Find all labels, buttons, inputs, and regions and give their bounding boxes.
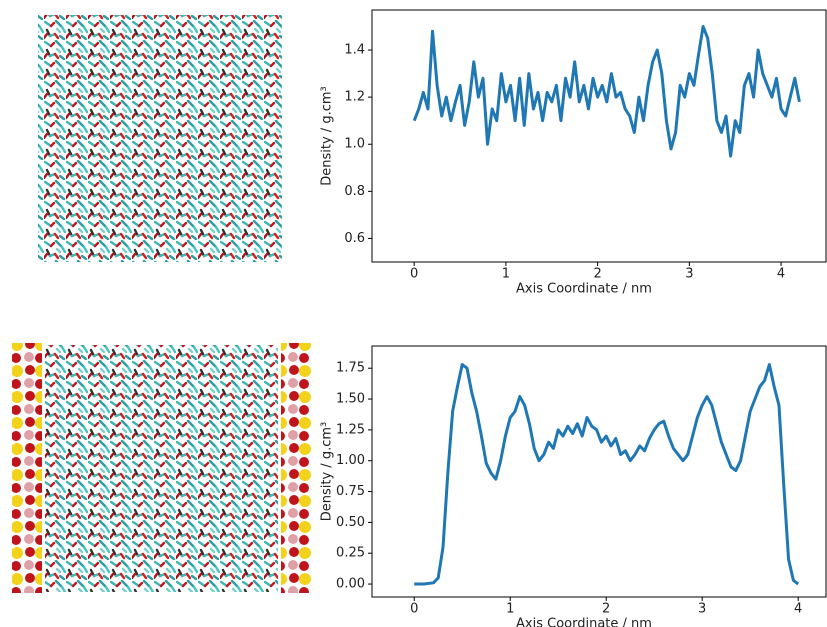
y-axis-label: Density / g.cm³ [320,86,335,185]
x-axis-label: Axis Coordinate / nm [516,282,652,297]
x-tick-label: 3 [698,602,706,617]
y-tick-label: 1.0 [344,137,365,152]
density-line [414,363,800,586]
x-tick-label: 0 [410,602,418,617]
x-tick-label: 2 [593,267,601,282]
right-wall [281,343,311,593]
x-tick-label: 4 [794,602,802,617]
x-tick-label: 4 [777,267,785,282]
y-tick-label: 0.25 [336,546,365,561]
y-tick-label: 0.8 [344,184,365,199]
x-axis-label: Axis Coordinate / nm [516,617,652,627]
y-tick-label: 0.50 [336,515,365,530]
y-tick-label: 1.2 [344,90,365,105]
density-line [412,24,801,158]
axes-frame [371,345,827,598]
x-tick-label: 2 [602,602,610,617]
y-tick-label: 0.6 [344,231,365,246]
y-tick-label: 0.00 [336,577,365,592]
x-tick-label: 0 [410,267,418,282]
x-tick-label: 3 [685,267,693,282]
y-tick-label: 1.75 [336,361,365,376]
y-axis-label: Density / g.cm³ [320,422,335,521]
molecular-snapshot-confined [45,345,278,592]
y-tick-label: 1.00 [336,453,365,468]
axes-frame [371,9,827,263]
y-tick-label: 1.4 [344,43,365,58]
y-tick-label: 0.75 [336,484,365,499]
x-tick-label: 1 [506,602,514,617]
x-tick-label: 1 [502,267,510,282]
y-tick-label: 1.25 [336,422,365,437]
left-wall [12,343,42,593]
y-tick-label: 1.50 [336,392,365,407]
molecular-snapshot-bulk [38,15,282,262]
